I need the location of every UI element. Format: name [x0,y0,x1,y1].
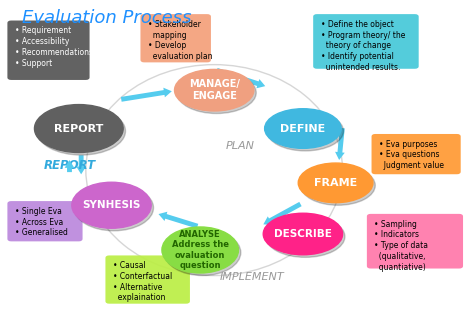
Text: • Eva purposes
• Eva questions
  Judgment value: • Eva purposes • Eva questions Judgment … [379,140,444,170]
Ellipse shape [177,72,256,114]
FancyBboxPatch shape [313,14,419,69]
Text: FRAME: FRAME [314,178,357,188]
FancyBboxPatch shape [105,256,190,304]
Text: DESCRIBE: DESCRIBE [274,229,332,239]
FancyBboxPatch shape [372,134,461,174]
Text: SYNHESIS: SYNHESIS [82,200,141,210]
FancyBboxPatch shape [367,214,463,269]
Text: • Requirement
• Accessibility
• Recommendations
• Support: • Requirement • Accessibility • Recommen… [15,26,93,67]
Text: REPORT: REPORT [44,159,96,172]
Ellipse shape [164,230,241,275]
Ellipse shape [162,227,238,273]
Ellipse shape [298,163,373,203]
Text: REPORT: REPORT [54,124,103,134]
Ellipse shape [37,107,126,155]
Text: DEFINE: DEFINE [280,124,326,134]
Text: PLAN: PLAN [225,141,255,151]
Text: • Sampling
• Indicators
• Type of data
  (qualitative,
  quantiative): • Sampling • Indicators • Type of data (… [374,220,428,272]
Text: Evaluation Process: Evaluation Process [22,9,191,27]
Text: IMPLEMENT: IMPLEMENT [219,272,284,282]
Text: ANALYSE
Address the
ovaluation
question: ANALYSE Address the ovaluation question [172,230,228,270]
Ellipse shape [301,166,375,205]
Ellipse shape [74,185,154,231]
Text: • Causal
• Conterfactual
• Alternative
  explaination: • Causal • Conterfactual • Alternative e… [113,261,172,302]
Ellipse shape [174,69,254,111]
Text: • Stakeholder
  mapping
• Develop
  evaluation plan: • Stakeholder mapping • Develop evaluati… [148,20,212,61]
Text: • Single Eva
• Across Eva
• Generalised: • Single Eva • Across Eva • Generalised [15,207,68,237]
Ellipse shape [35,105,123,152]
Text: MANAGE/
ENGAGE: MANAGE/ ENGAGE [189,79,240,101]
Ellipse shape [267,111,344,151]
FancyBboxPatch shape [8,21,90,80]
FancyBboxPatch shape [140,14,211,62]
Ellipse shape [263,213,343,255]
Ellipse shape [264,109,341,148]
Ellipse shape [72,182,151,228]
FancyBboxPatch shape [8,201,82,241]
Ellipse shape [265,216,345,257]
Text: • Define the object
• Program theory/ the
  theory of change
• Identify potentia: • Define the object • Program theory/ th… [320,20,405,72]
